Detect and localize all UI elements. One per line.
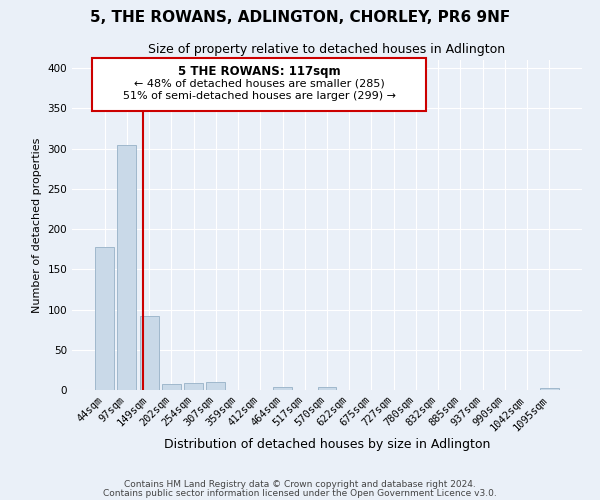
- Text: ← 48% of detached houses are smaller (285): ← 48% of detached houses are smaller (28…: [134, 78, 385, 88]
- Bar: [140, 316, 158, 390]
- Text: Contains HM Land Registry data © Crown copyright and database right 2024.: Contains HM Land Registry data © Crown c…: [124, 480, 476, 489]
- Bar: [206, 382, 225, 390]
- FancyBboxPatch shape: [92, 58, 427, 111]
- Bar: [273, 387, 292, 390]
- X-axis label: Distribution of detached houses by size in Adlington: Distribution of detached houses by size …: [164, 438, 490, 452]
- Bar: [118, 144, 136, 390]
- Bar: [540, 388, 559, 390]
- Text: 5, THE ROWANS, ADLINGTON, CHORLEY, PR6 9NF: 5, THE ROWANS, ADLINGTON, CHORLEY, PR6 9…: [90, 10, 510, 25]
- Title: Size of property relative to detached houses in Adlington: Size of property relative to detached ho…: [148, 43, 506, 56]
- Text: Contains public sector information licensed under the Open Government Licence v3: Contains public sector information licen…: [103, 488, 497, 498]
- Y-axis label: Number of detached properties: Number of detached properties: [32, 138, 42, 312]
- Bar: [184, 383, 203, 390]
- Bar: [162, 384, 181, 390]
- Text: 51% of semi-detached houses are larger (299) →: 51% of semi-detached houses are larger (…: [123, 92, 396, 102]
- Text: 5 THE ROWANS: 117sqm: 5 THE ROWANS: 117sqm: [178, 65, 341, 78]
- Bar: [317, 387, 337, 390]
- Bar: [95, 246, 114, 390]
